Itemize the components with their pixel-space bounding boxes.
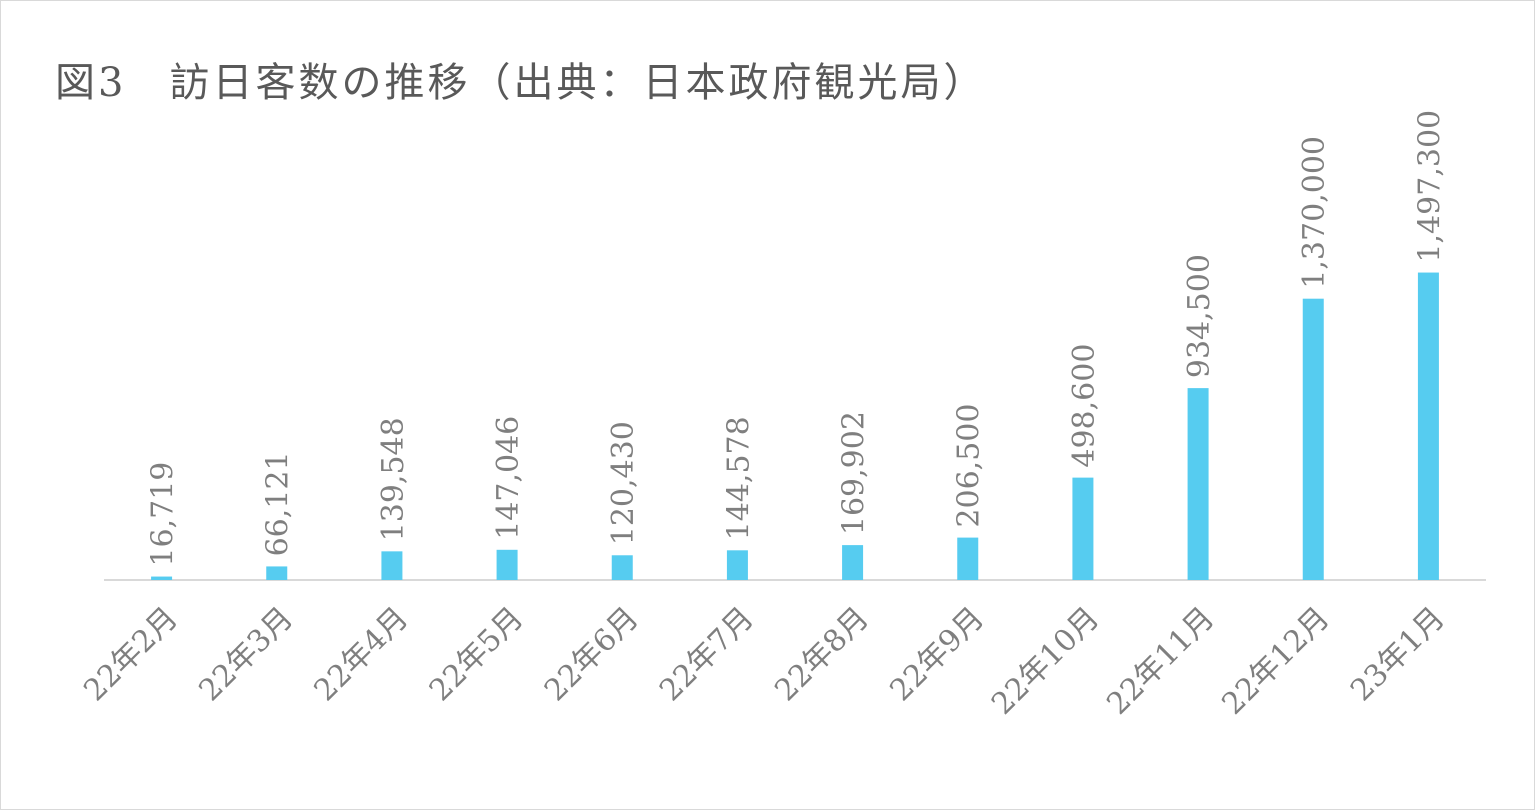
bar-8 <box>957 537 979 580</box>
data-label-2: 66,121 <box>261 451 296 556</box>
bars-group <box>151 272 1439 580</box>
x-tick-label-3: 22年4月 <box>308 601 416 709</box>
data-label-9: 498,600 <box>1067 344 1102 468</box>
data-label-7: 169,902 <box>837 411 872 535</box>
bar-2 <box>266 566 288 580</box>
x-tick-label-11: 22年12月 <box>1215 601 1336 722</box>
data-label-10: 934,500 <box>1182 254 1217 378</box>
bar-6 <box>726 550 748 580</box>
x-tick-label-6: 22年7月 <box>653 601 761 709</box>
bar-12 <box>1417 272 1439 580</box>
data-label-6: 144,578 <box>721 416 756 540</box>
data-label-11: 1,370,000 <box>1297 136 1332 289</box>
chart-title: 図3 訪日客数の推移（出典：日本政府観光局） <box>55 60 987 106</box>
bar-11 <box>1302 298 1324 580</box>
x-tick-label-8: 22年9月 <box>883 601 991 709</box>
data-label-12: 1,497,300 <box>1412 110 1447 263</box>
data-label-3: 139,548 <box>376 417 411 541</box>
bar-7 <box>842 545 864 580</box>
x-tick-label-2: 22年3月 <box>192 601 300 709</box>
x-tick-label-4: 22年5月 <box>423 601 531 709</box>
bar-10 <box>1187 388 1209 580</box>
x-tick-label-12: 23年1月 <box>1344 601 1452 709</box>
bar-9 <box>1072 477 1094 580</box>
x-tick-label-10: 22年11月 <box>1100 601 1221 722</box>
x-tick-label-9: 22年10月 <box>985 601 1106 722</box>
bar-4 <box>496 549 518 580</box>
x-tick-label-5: 22年6月 <box>538 601 646 709</box>
data-label-5: 120,430 <box>606 421 641 545</box>
bar-1 <box>151 576 173 580</box>
bar-5 <box>611 555 633 580</box>
data-labels-group: 16,719 66,121 139,548 147,046 120,430 144,578… <box>146 110 1448 567</box>
x-tick-labels-group: 22年2月 22年3月 22年4月 22年5月 22年6月 22年7月 22年8月 22年9月… <box>77 601 1452 722</box>
bar-3 <box>381 551 403 580</box>
x-tick-label-7: 22年8月 <box>768 601 876 709</box>
data-label-8: 206,500 <box>952 404 987 528</box>
data-label-4: 147,046 <box>491 416 526 540</box>
x-tick-label-1: 22年2月 <box>77 601 185 709</box>
data-label-1: 16,719 <box>146 462 181 567</box>
